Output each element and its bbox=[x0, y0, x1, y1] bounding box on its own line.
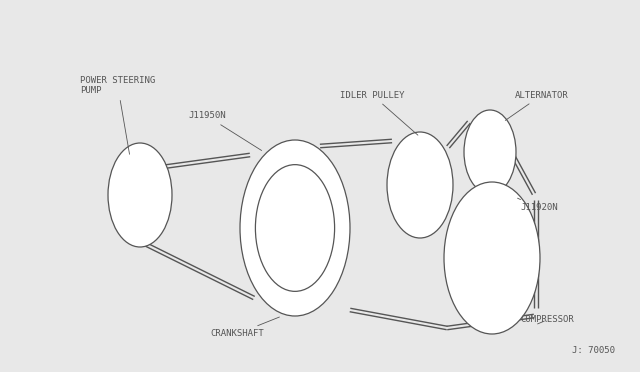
Text: COMPRESSOR: COMPRESSOR bbox=[520, 315, 573, 324]
Text: CRANKSHAFT: CRANKSHAFT bbox=[210, 317, 280, 339]
Ellipse shape bbox=[240, 140, 350, 316]
Text: J11920N: J11920N bbox=[518, 198, 557, 212]
Text: J: 70050: J: 70050 bbox=[572, 346, 615, 355]
Ellipse shape bbox=[255, 165, 335, 291]
Ellipse shape bbox=[464, 110, 516, 194]
Text: IDLER PULLEY: IDLER PULLEY bbox=[340, 90, 418, 135]
Ellipse shape bbox=[387, 132, 453, 238]
Text: POWER STEERING
PUMP: POWER STEERING PUMP bbox=[80, 76, 156, 154]
Text: ALTERNATOR: ALTERNATOR bbox=[505, 90, 569, 121]
Ellipse shape bbox=[108, 143, 172, 247]
Text: J11950N: J11950N bbox=[188, 112, 262, 151]
Ellipse shape bbox=[444, 182, 540, 334]
